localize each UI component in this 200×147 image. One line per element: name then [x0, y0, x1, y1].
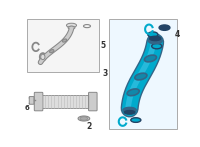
- Ellipse shape: [135, 73, 147, 80]
- Ellipse shape: [144, 55, 156, 62]
- Ellipse shape: [124, 110, 135, 114]
- FancyBboxPatch shape: [29, 97, 34, 104]
- FancyBboxPatch shape: [40, 95, 91, 108]
- Text: 3: 3: [103, 69, 108, 78]
- Ellipse shape: [123, 107, 136, 113]
- Ellipse shape: [41, 54, 45, 60]
- FancyBboxPatch shape: [109, 19, 177, 129]
- Text: 1: 1: [27, 97, 32, 106]
- Ellipse shape: [159, 25, 170, 30]
- Ellipse shape: [68, 26, 75, 29]
- Ellipse shape: [131, 118, 141, 122]
- Ellipse shape: [160, 26, 169, 30]
- FancyBboxPatch shape: [89, 92, 97, 111]
- Ellipse shape: [148, 38, 162, 44]
- Ellipse shape: [62, 39, 67, 42]
- Ellipse shape: [78, 116, 90, 121]
- Ellipse shape: [152, 43, 162, 49]
- Ellipse shape: [127, 89, 139, 96]
- Ellipse shape: [80, 117, 88, 120]
- Text: 2: 2: [86, 122, 91, 131]
- Ellipse shape: [148, 32, 158, 37]
- Text: 4: 4: [175, 30, 180, 39]
- Text: 6: 6: [25, 105, 29, 111]
- Text: 5: 5: [100, 41, 105, 50]
- Ellipse shape: [50, 50, 54, 53]
- FancyBboxPatch shape: [27, 19, 99, 72]
- Ellipse shape: [149, 36, 161, 41]
- FancyBboxPatch shape: [34, 92, 43, 111]
- Ellipse shape: [66, 23, 77, 27]
